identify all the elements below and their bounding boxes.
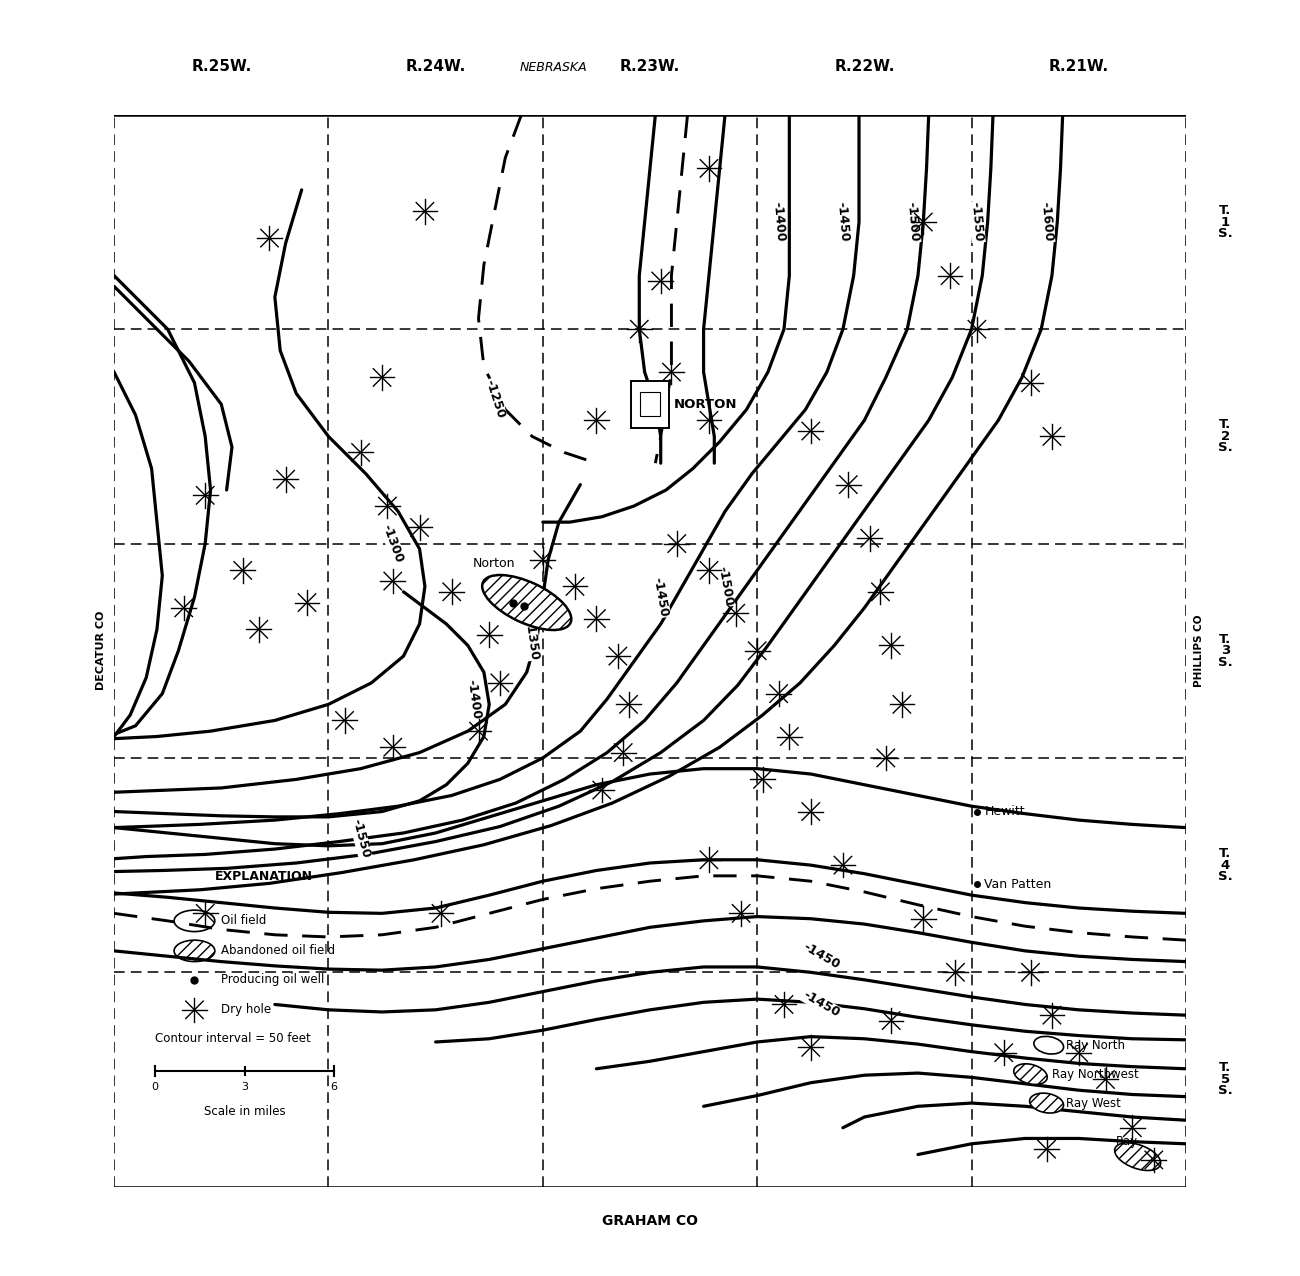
Text: NORTON: NORTON	[673, 398, 737, 411]
Text: Ray Northwest: Ray Northwest	[1052, 1068, 1139, 1081]
Text: -1450: -1450	[801, 989, 842, 1020]
Text: 0: 0	[151, 1082, 159, 1092]
Bar	[630, 380, 670, 427]
Text: -1450: -1450	[835, 202, 852, 242]
Text: EXPLANATION: EXPLANATION	[214, 870, 313, 883]
Text: T.
4
S.: T. 4 S.	[1218, 847, 1232, 883]
Ellipse shape	[1030, 1094, 1063, 1113]
Text: 6: 6	[330, 1082, 337, 1092]
Text: T.
2
S.: T. 2 S.	[1218, 419, 1232, 454]
Text: -1550: -1550	[350, 817, 372, 860]
Bar	[641, 393, 659, 416]
Text: -1450: -1450	[801, 940, 842, 972]
Text: Ray West: Ray West	[1066, 1096, 1121, 1110]
Ellipse shape	[1114, 1143, 1161, 1170]
Text: Ray North: Ray North	[1066, 1039, 1124, 1051]
Ellipse shape	[1014, 1064, 1048, 1085]
Ellipse shape	[482, 575, 571, 630]
Text: -1250: -1250	[482, 378, 507, 420]
Text: Ray: Ray	[1117, 1136, 1139, 1148]
Text: R.22W.: R.22W.	[835, 59, 894, 74]
Text: -1350: -1350	[523, 619, 541, 661]
Text: Hewitt: Hewitt	[984, 805, 1024, 818]
Text: -1550: -1550	[968, 202, 985, 242]
Text: Contour interval = 50 feet: Contour interval = 50 feet	[155, 1032, 311, 1045]
Text: -1400: -1400	[771, 202, 786, 242]
Text: -1600: -1600	[1039, 202, 1054, 242]
Text: Scale in miles: Scale in miles	[204, 1105, 286, 1118]
Text: 3: 3	[242, 1082, 248, 1092]
Text: Van Patten: Van Patten	[984, 878, 1052, 891]
Text: Producing oil well: Producing oil well	[221, 974, 325, 986]
Text: -1400: -1400	[464, 679, 482, 720]
Text: -1500: -1500	[905, 202, 920, 242]
Text: R.25W.: R.25W.	[191, 59, 251, 74]
Text: T.
1
S.: T. 1 S.	[1218, 204, 1232, 240]
Ellipse shape	[1034, 1036, 1063, 1054]
Text: R.23W.: R.23W.	[620, 59, 680, 74]
Text: -1450: -1450	[651, 577, 671, 618]
Text: -1500: -1500	[715, 565, 734, 607]
Text: Dry hole: Dry hole	[221, 1003, 272, 1016]
Ellipse shape	[174, 940, 214, 962]
Text: GRAHAM CO: GRAHAM CO	[602, 1213, 698, 1228]
Text: Abandoned oil field: Abandoned oil field	[221, 944, 335, 957]
Text: DECATUR CO: DECATUR CO	[96, 611, 107, 690]
Text: NEBRASKA: NEBRASKA	[520, 61, 588, 74]
Text: PHILLIPS CO: PHILLIPS CO	[1193, 615, 1204, 686]
Ellipse shape	[174, 910, 214, 931]
Text: Oil field: Oil field	[221, 915, 266, 928]
Text: -1300: -1300	[380, 523, 406, 564]
Text: Norton: Norton	[473, 558, 516, 570]
Text: R.24W.: R.24W.	[406, 59, 465, 74]
Text: R.21W.: R.21W.	[1049, 59, 1109, 74]
Text: T.
3
S.: T. 3 S.	[1218, 633, 1232, 669]
Text: T.
5
S.: T. 5 S.	[1218, 1062, 1232, 1097]
